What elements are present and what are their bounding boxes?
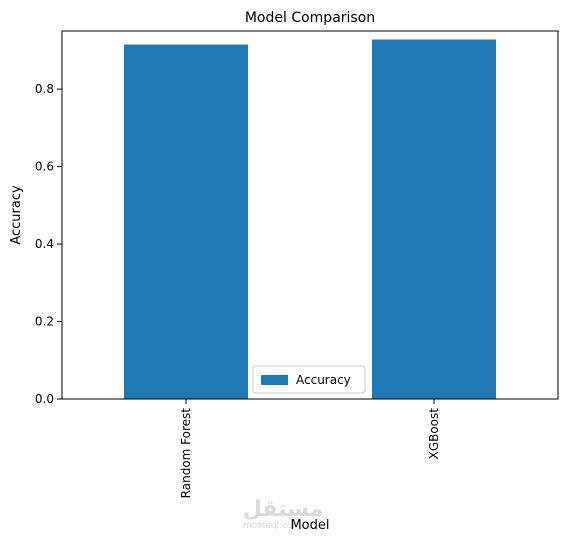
y-tick-label: 0.4	[35, 237, 54, 251]
bars-layer	[124, 39, 496, 400]
y-tick-label: 0.6	[35, 160, 54, 174]
x-tick-label: XGBoost	[427, 408, 441, 460]
y-tick-label: 0.0	[35, 392, 54, 406]
bar-xgboost	[372, 39, 496, 400]
legend-swatch	[261, 375, 288, 385]
y-axis-label: Accuracy	[9, 185, 24, 245]
legend-box	[252, 365, 366, 394]
y-tick-label: 0.2	[35, 315, 54, 329]
plot-frame	[61, 30, 559, 400]
watermark-logo-text: مستقل	[243, 497, 323, 522]
x-axis-label: Model	[290, 518, 329, 533]
x-axis: Random Forest XGBoost	[179, 399, 441, 498]
chart-title: Model Comparison	[245, 10, 375, 26]
x-tick-label: Random Forest	[179, 408, 193, 499]
watermark: مستقل mostaql.com	[243, 497, 323, 531]
y-tick-label: 0.8	[35, 82, 54, 96]
bar-random-forest	[124, 44, 248, 400]
legend-label: Accuracy	[296, 373, 351, 387]
y-axis: 0.0 0.2 0.4 0.6 0.8	[35, 82, 62, 406]
watermark-subtext: mostaql.com	[243, 521, 301, 531]
legend: Accuracy	[252, 365, 366, 394]
